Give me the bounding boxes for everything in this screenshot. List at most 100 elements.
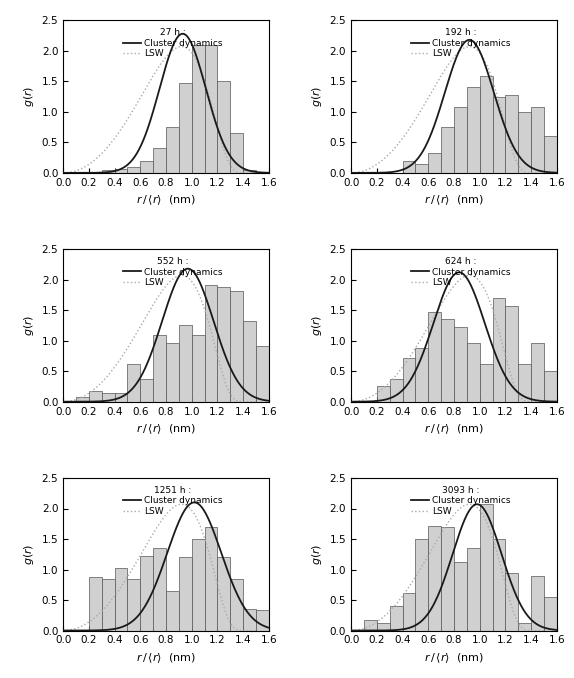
Bar	[505, 572, 518, 631]
Bar	[102, 579, 115, 631]
Bar	[416, 164, 428, 173]
Bar	[531, 107, 544, 173]
Bar	[531, 342, 544, 401]
Bar	[243, 321, 256, 401]
Y-axis label: $g(r)$: $g(r)$	[310, 86, 324, 107]
Y-axis label: $g(r)$: $g(r)$	[22, 315, 36, 336]
Bar	[230, 291, 243, 401]
Bar	[230, 579, 243, 631]
Bar	[204, 527, 218, 631]
Bar	[243, 170, 256, 173]
Bar	[102, 393, 115, 401]
Bar	[179, 557, 192, 631]
Bar	[140, 378, 153, 401]
Bar	[115, 568, 127, 631]
Bar	[192, 334, 204, 401]
Bar	[218, 81, 230, 173]
Bar	[505, 306, 518, 401]
Bar	[256, 610, 269, 631]
Y-axis label: $g(r)$: $g(r)$	[22, 86, 36, 107]
Bar	[115, 170, 127, 173]
Bar	[204, 285, 218, 401]
Bar	[218, 557, 230, 631]
Bar	[467, 342, 480, 401]
Legend: Cluster dynamics, LSW: Cluster dynamics, LSW	[407, 483, 514, 519]
Legend: Cluster dynamics, LSW: Cluster dynamics, LSW	[119, 483, 227, 519]
X-axis label: $r\,/\,\langle r\rangle$  (nm): $r\,/\,\langle r\rangle$ (nm)	[136, 193, 196, 207]
Bar	[140, 556, 153, 631]
Bar	[428, 525, 441, 631]
Bar	[377, 622, 390, 631]
Bar	[102, 170, 115, 173]
X-axis label: $r\,/\,\langle r\rangle$  (nm): $r\,/\,\langle r\rangle$ (nm)	[424, 651, 484, 664]
Bar	[518, 364, 531, 401]
Bar	[153, 334, 166, 401]
Bar	[492, 97, 505, 173]
Legend: Cluster dynamics, LSW: Cluster dynamics, LSW	[407, 254, 514, 291]
Bar	[153, 548, 166, 631]
Bar	[416, 348, 428, 401]
Bar	[390, 606, 402, 631]
Bar	[179, 325, 192, 401]
Bar	[402, 161, 416, 173]
Bar	[115, 393, 127, 401]
Bar	[89, 577, 102, 631]
Bar	[256, 346, 269, 401]
Legend: Cluster dynamics, LSW: Cluster dynamics, LSW	[407, 25, 514, 62]
Bar	[492, 298, 505, 401]
Y-axis label: $g(r)$: $g(r)$	[22, 544, 36, 565]
Bar	[467, 548, 480, 631]
Bar	[441, 127, 454, 173]
Bar	[544, 597, 557, 631]
Bar	[76, 397, 89, 401]
Bar	[441, 319, 454, 401]
Y-axis label: $g(r)$: $g(r)$	[310, 544, 324, 565]
Bar	[480, 364, 492, 401]
Bar	[204, 45, 218, 173]
Bar	[480, 77, 492, 173]
Bar	[505, 95, 518, 173]
Bar	[492, 539, 505, 631]
Y-axis label: $g(r)$: $g(r)$	[310, 315, 324, 336]
Bar	[428, 312, 441, 401]
Bar	[192, 45, 204, 173]
Bar	[402, 358, 416, 401]
X-axis label: $r\,/\,\langle r\rangle$  (nm): $r\,/\,\langle r\rangle$ (nm)	[136, 422, 196, 436]
X-axis label: $r\,/\,\langle r\rangle$  (nm): $r\,/\,\langle r\rangle$ (nm)	[136, 651, 196, 664]
Bar	[531, 576, 544, 631]
Bar	[166, 591, 179, 631]
Bar	[89, 391, 102, 401]
Bar	[243, 610, 256, 631]
X-axis label: $r\,/\,\langle r\rangle$  (nm): $r\,/\,\langle r\rangle$ (nm)	[424, 422, 484, 436]
Bar	[518, 622, 531, 631]
Legend: Cluster dynamics, LSW: Cluster dynamics, LSW	[119, 25, 227, 62]
Bar	[390, 378, 402, 401]
Bar	[127, 579, 140, 631]
Bar	[518, 112, 531, 173]
Bar	[441, 527, 454, 631]
Bar	[454, 561, 467, 631]
Bar	[192, 539, 204, 631]
Bar	[179, 83, 192, 173]
X-axis label: $r\,/\,\langle r\rangle$  (nm): $r\,/\,\langle r\rangle$ (nm)	[424, 193, 484, 207]
Bar	[153, 148, 166, 173]
Bar	[544, 136, 557, 173]
Bar	[428, 153, 441, 173]
Bar	[127, 364, 140, 401]
Bar	[454, 107, 467, 173]
Bar	[480, 504, 492, 631]
Bar	[377, 386, 390, 401]
Bar	[166, 127, 179, 173]
Bar	[416, 539, 428, 631]
Bar	[140, 161, 153, 173]
Bar	[218, 287, 230, 401]
Bar	[364, 620, 377, 631]
Bar	[454, 327, 467, 401]
Bar	[127, 167, 140, 173]
Bar	[544, 372, 557, 401]
Bar	[230, 133, 243, 173]
Bar	[402, 593, 416, 631]
Bar	[467, 87, 480, 173]
Bar	[166, 342, 179, 401]
Legend: Cluster dynamics, LSW: Cluster dynamics, LSW	[119, 254, 227, 291]
